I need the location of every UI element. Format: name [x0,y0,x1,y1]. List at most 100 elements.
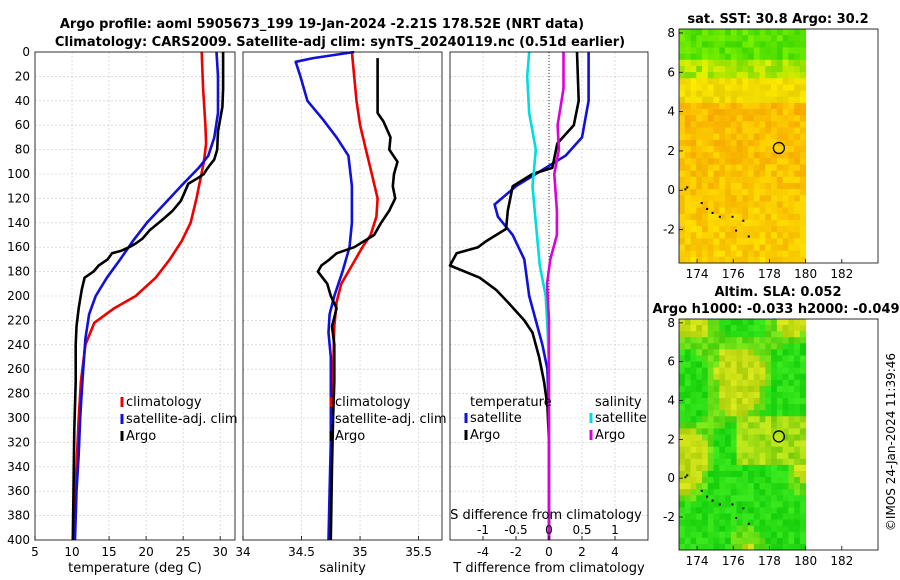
heatmap-cell [753,416,760,423]
heatmap-cell [702,489,709,496]
heatmap-cell [736,319,743,326]
y-tick-label: 2 [667,432,675,446]
heatmap-cell [696,127,703,135]
heatmap-cell [788,53,795,61]
heatmap-cell [765,477,772,484]
heatmap-cell [748,59,755,67]
heatmap-cell [759,385,766,393]
series-line-satellite-adj-clim [294,50,355,541]
heatmap-cell [719,189,726,196]
heatmap-cell [788,213,795,221]
heatmap-cell [742,531,749,539]
heatmap-cell [707,115,714,122]
heatmap-cell [753,434,760,441]
heatmap-cell [753,90,760,98]
heatmap-cell [788,355,795,362]
heatmap-cell [736,404,743,411]
heatmap-cell [799,391,807,399]
heatmap-cell [759,158,766,165]
heatmap-cell [730,195,737,202]
heatmap-cell [713,250,720,258]
heatmap-cell [719,325,726,332]
heatmap-cell [759,53,766,61]
heatmap-cell [725,337,732,344]
heatmap-cell [702,256,709,264]
heatmap-cell [788,325,795,332]
heatmap-cell [776,537,784,545]
heatmap-cell [702,513,709,521]
title-line-2: Climatology: CARS2009. Satellite-adj cli… [55,35,625,50]
heatmap-cell [782,428,789,435]
heatmap-cell [679,139,686,147]
heatmap-cell [742,422,749,429]
heatmap-cell [782,379,789,387]
heatmap-cell [759,65,766,73]
heatmap-cell [799,139,807,147]
heatmap-cell [753,139,760,147]
heatmap-cell [679,337,686,344]
heatmap-cell [730,226,737,233]
heatmap-cell [765,319,772,326]
heatmap-cell [753,391,760,399]
heatmap-cell [696,207,703,215]
x-tick-label: 174 [686,554,709,568]
heatmap-cell [759,391,766,399]
heatmap-cell [684,385,691,393]
heatmap-cell [742,489,749,496]
heatmap-cell [719,219,726,227]
heatmap-cell [748,47,755,55]
heatmap-cell [713,470,720,478]
heatmap-cell [702,361,709,369]
heatmap-cell [707,96,714,104]
y-tick-label: 0 [667,471,675,485]
heatmap-cell [679,398,686,405]
heatmap-cell [719,35,726,42]
heatmap-cell [707,213,714,221]
heatmap-cell [690,158,697,165]
heatmap-cell [690,489,697,496]
heatmap-cell [730,102,737,110]
heatmap-cell [794,59,801,67]
heatmap-cell [748,440,755,448]
heatmap-cell [765,531,772,539]
heatmap-cell [702,219,709,227]
heatmap-cell [725,477,732,484]
heatmap-cell [725,349,732,356]
heatmap-cell [776,201,784,208]
heatmap-cell [713,195,720,202]
heatmap-cell [788,373,795,381]
heatmap-cell [765,59,772,67]
heatmap-cell [679,543,686,551]
heatmap-cell [736,84,743,91]
heatmap-cell [679,391,686,399]
heatmap-cell [759,477,766,484]
heatmap-cell [771,201,778,208]
heatmap-cell [776,219,784,227]
heatmap-cell [719,470,726,478]
heatmap-cell [707,483,714,490]
heatmap-cell [684,428,691,435]
heatmap-cell [707,176,714,184]
heatmap-cell [742,133,749,141]
sla-map-title: Altim. SLA: 0.052 [715,285,842,300]
heatmap-cell [725,164,732,172]
heatmap-cell [684,519,691,527]
heatmap-cell [794,428,801,435]
heatmap-cell [736,176,743,184]
heatmap-cell [788,96,795,104]
heatmap-cell [730,404,737,411]
heatmap-cell [771,404,778,411]
heatmap-cell [759,96,766,104]
heatmap-cell [759,35,766,42]
heatmap-cell [702,404,709,411]
heatmap-cell [771,398,778,405]
x-tick-label: 10 [64,545,79,559]
y-tick-label: 200 [7,289,30,303]
heatmap-cell [679,537,686,545]
heatmap-cell [684,531,691,539]
heatmap-cell [765,152,772,159]
heatmap-cell [765,158,772,165]
heatmap-cell [690,96,697,104]
heatmap-cell [684,35,691,42]
island-marker [747,522,750,525]
